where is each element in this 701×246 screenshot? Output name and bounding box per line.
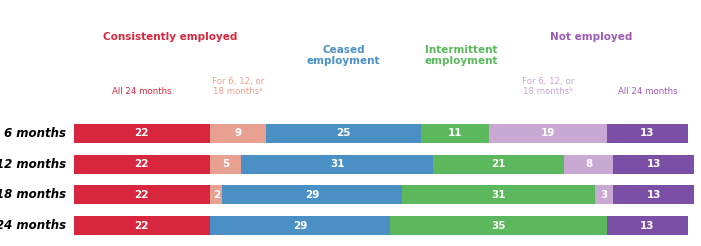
Bar	[266, 124, 421, 143]
Bar	[433, 155, 564, 174]
Bar	[222, 185, 402, 204]
Text: Not employed: Not employed	[550, 32, 633, 42]
Text: 2: 2	[212, 190, 220, 200]
Text: 31: 31	[491, 190, 506, 200]
Text: Ceased
employment: Ceased employment	[307, 45, 380, 66]
Text: 13: 13	[646, 159, 661, 169]
Text: 22: 22	[135, 128, 149, 138]
Text: 13: 13	[640, 221, 655, 231]
Bar	[210, 124, 266, 143]
Text: 22: 22	[135, 159, 149, 169]
Text: 5: 5	[222, 159, 229, 169]
Bar	[74, 124, 210, 143]
Text: For 6, 12, or
18 monthsᵃ: For 6, 12, or 18 monthsᵃ	[212, 77, 264, 96]
Text: 29: 29	[293, 221, 307, 231]
Bar	[74, 155, 210, 174]
Bar	[210, 185, 222, 204]
Text: 13: 13	[646, 190, 661, 200]
Bar	[613, 185, 694, 204]
Bar	[564, 155, 613, 174]
Text: 29: 29	[305, 190, 320, 200]
Text: For 6, 12, or
18 monthsᵇ: For 6, 12, or 18 monthsᵇ	[522, 77, 574, 96]
Bar	[421, 124, 489, 143]
Text: 13: 13	[640, 128, 655, 138]
Bar	[594, 185, 613, 204]
Bar	[613, 155, 694, 174]
Bar	[241, 155, 433, 174]
Text: 18 months: 18 months	[0, 188, 66, 201]
Text: 6 months: 6 months	[4, 127, 66, 140]
Bar	[390, 216, 607, 235]
Text: 24 months: 24 months	[0, 219, 66, 232]
Text: Consistently employed: Consistently employed	[102, 32, 237, 42]
Text: 22: 22	[135, 221, 149, 231]
Bar	[607, 216, 688, 235]
Text: 35: 35	[491, 221, 506, 231]
Text: 21: 21	[491, 159, 506, 169]
Text: 31: 31	[330, 159, 344, 169]
Text: 3: 3	[601, 190, 608, 200]
Text: 19: 19	[541, 128, 555, 138]
Text: 12 months: 12 months	[0, 158, 66, 171]
Text: 25: 25	[336, 128, 350, 138]
Text: 11: 11	[448, 128, 463, 138]
Bar	[210, 216, 390, 235]
Text: All 24 months: All 24 months	[618, 87, 677, 96]
Text: 22: 22	[135, 190, 149, 200]
Text: 9: 9	[234, 128, 242, 138]
Bar	[210, 155, 241, 174]
Text: 8: 8	[585, 159, 592, 169]
Text: All 24 months: All 24 months	[112, 87, 172, 96]
Bar	[489, 124, 607, 143]
Bar	[402, 185, 594, 204]
Bar	[607, 124, 688, 143]
Bar	[74, 216, 210, 235]
Text: Intermittent
employment: Intermittent employment	[425, 45, 498, 66]
Bar	[74, 185, 210, 204]
